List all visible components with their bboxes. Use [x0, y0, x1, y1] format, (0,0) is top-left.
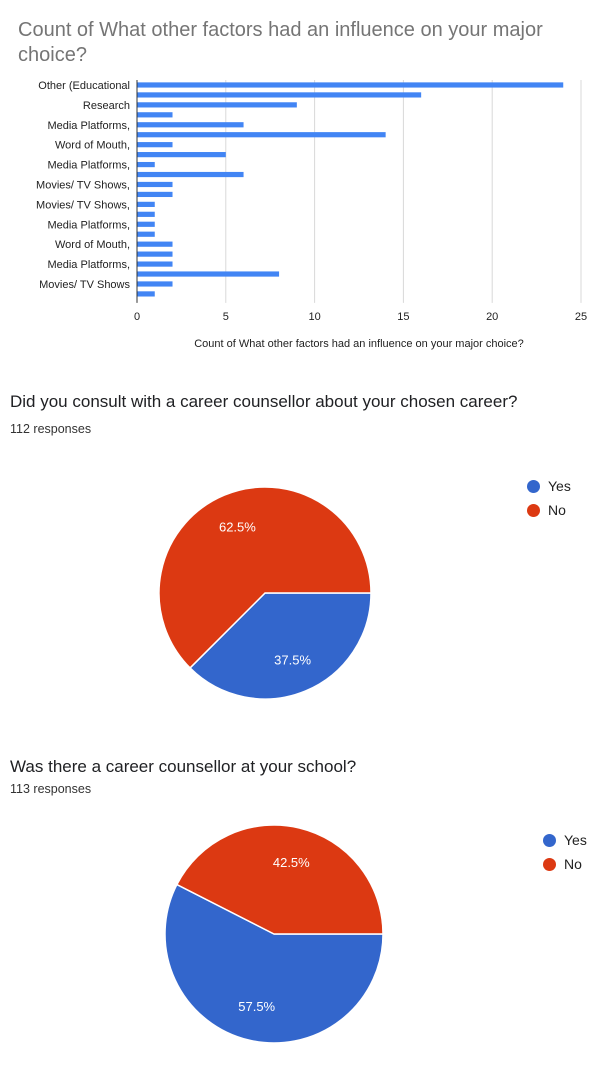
bar: [137, 112, 173, 118]
bar: [137, 92, 422, 98]
pie-slice-label: 62.5%: [219, 519, 256, 534]
bar: [137, 132, 386, 138]
bar: [137, 152, 226, 158]
legend-dot-icon: [527, 503, 540, 517]
x-tick-label: 5: [223, 311, 229, 323]
pie2-response-count: 113 responses: [10, 782, 92, 796]
bar: [137, 191, 173, 198]
x-tick-label: 25: [575, 311, 587, 323]
pie-slice-label: 57.5%: [238, 999, 275, 1014]
pie1-title: Did you consult with a career counsellor…: [10, 392, 518, 411]
pie2-title: Was there a career counsellor at your sc…: [10, 757, 357, 776]
bar: [137, 221, 155, 227]
pie1-legend-item-no[interactable]: No: [527, 498, 571, 522]
y-tick-label: Movies/ TV Shows,: [36, 199, 130, 211]
bar-chart-x-axis-label: Count of What other factors had an influ…: [194, 338, 524, 350]
bar: [137, 281, 173, 287]
bar: [137, 251, 173, 257]
y-tick-label: Media Platforms,: [47, 219, 130, 231]
bar: [137, 171, 244, 178]
pie1-legend-item-yes[interactable]: Yes: [527, 474, 571, 498]
pie-slice-no: [158, 486, 372, 670]
pie1-chart: 37.5% 62.5%: [158, 486, 372, 700]
pie2-legend: Yes No: [543, 828, 587, 876]
pie-slice-no: [175, 824, 384, 935]
y-tick-label: Word of Mouth,: [55, 239, 130, 251]
x-tick-label: 15: [397, 311, 409, 323]
bar: [137, 82, 564, 88]
pie2-legend-item-yes[interactable]: Yes: [543, 828, 587, 852]
legend-dot-icon: [527, 479, 540, 493]
bar-chart: 0 5 10 15 20 25 Other (Educational Research Medi…: [36, 80, 587, 323]
legend-label: Yes: [548, 478, 571, 494]
legend-dot-icon: [543, 857, 556, 871]
bar: [137, 181, 173, 188]
pie2-chart: 57.5% 42.5%: [164, 824, 384, 1044]
bar: [137, 122, 244, 128]
pie-slice-yes: [188, 592, 372, 700]
y-tick-label: Media Platforms,: [47, 160, 130, 172]
legend-label: No: [548, 502, 566, 518]
bar: [137, 231, 155, 237]
x-tick-label: 0: [134, 311, 140, 323]
y-tick-label: Word of Mouth,: [55, 140, 130, 152]
bar-chart-title: Count of What other factors had an influ…: [18, 19, 543, 66]
bar: [137, 291, 155, 297]
pie-slice-label: 37.5%: [274, 653, 311, 668]
bar: [137, 161, 155, 168]
x-tick-label: 20: [486, 311, 498, 323]
pie1-response-count: 112 responses: [10, 422, 92, 436]
legend-label: Yes: [564, 832, 587, 848]
y-tick-label: Movies/ TV Shows: [39, 279, 130, 291]
pie-slice-yes: [164, 883, 384, 1044]
bar: [137, 201, 155, 207]
y-tick-label: Research: [83, 100, 130, 112]
y-tick-label: Media Platforms,: [47, 120, 130, 132]
bar: [137, 241, 173, 247]
y-tick-label: Other (Educational: [38, 80, 130, 92]
y-tick-label: Media Platforms,: [47, 259, 130, 271]
bar: [137, 102, 297, 108]
pie1-legend: Yes No: [527, 474, 571, 522]
bar: [137, 142, 173, 148]
legend-dot-icon: [543, 833, 556, 847]
bar: [137, 261, 173, 267]
pie2-legend-item-no[interactable]: No: [543, 852, 587, 876]
pie-slice-label: 42.5%: [273, 855, 310, 870]
bar: [137, 211, 155, 217]
legend-label: No: [564, 856, 582, 872]
y-tick-label: Movies/ TV Shows,: [36, 179, 130, 191]
bar: [137, 271, 280, 277]
x-tick-label: 10: [308, 311, 320, 323]
